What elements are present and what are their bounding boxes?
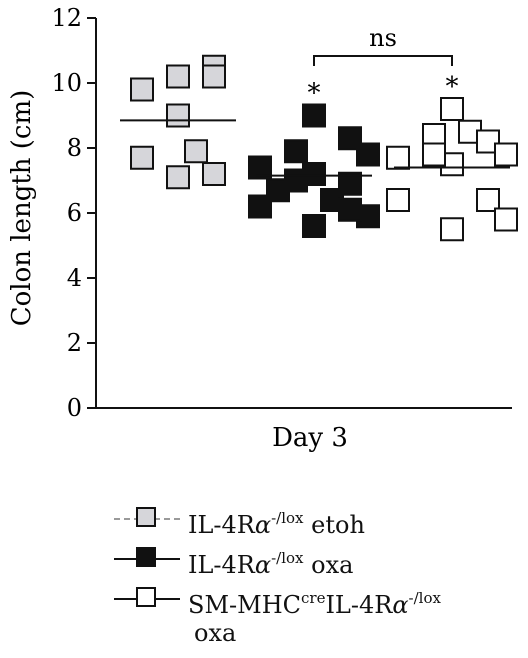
series-1-points [248, 103, 380, 238]
x-axis-label: Day 3 [272, 423, 348, 453]
series-0-points [130, 54, 226, 190]
legend-square-white [136, 587, 156, 607]
data-point [130, 145, 154, 170]
data-point [338, 197, 362, 222]
y-tick-label: 0 [67, 394, 82, 422]
data-point [248, 194, 272, 219]
y-tick-label: 2 [67, 329, 82, 357]
legend-label-etoh: IL-4Rα-/lox etoh [188, 509, 365, 539]
chart: 0 2 4 6 8 10 12 * * ns Colon length (cm) Day 3 [7, 4, 518, 453]
data-point [386, 145, 410, 170]
data-point [440, 217, 464, 242]
data-point [302, 214, 326, 238]
data-point [130, 77, 154, 102]
y-axis-label: Colon length (cm) [7, 90, 37, 327]
legend-symbol-etoh [112, 498, 182, 538]
y-tick-label: 10 [51, 69, 82, 97]
data-point [476, 129, 500, 154]
legend: IL-4Rα-/lox etoh IL-4Rα-/lox oxa SM-MHCc… [112, 498, 522, 648]
y-tick-label: 4 [67, 264, 82, 292]
comparison-label: ns [369, 24, 397, 52]
series-2-points [386, 97, 518, 242]
comparison-bracket [313, 55, 453, 66]
data-point [248, 155, 272, 180]
legend-item-sm-mhc: SM-MHCcreIL-4Rα-/lox [112, 578, 522, 619]
significance-asterisk: * [308, 79, 321, 109]
legend-label-sm-mhc: SM-MHCcreIL-4Rα-/lox [188, 589, 441, 619]
data-point [440, 97, 464, 121]
legend-label-sm-mhc-cont: oxa [194, 619, 237, 647]
data-point [166, 103, 190, 128]
data-point [338, 171, 362, 196]
legend-item-etoh: IL-4Rα-/lox etoh [112, 498, 522, 539]
legend-square-grey [136, 507, 156, 527]
significance-asterisk: * [446, 72, 459, 102]
y-tick-label: 8 [67, 134, 82, 162]
data-point [476, 188, 500, 212]
data-point [494, 207, 518, 232]
data-points [130, 54, 518, 242]
data-point [202, 162, 226, 186]
data-point [302, 103, 326, 128]
y-axis: 0 2 4 6 8 10 12 [51, 4, 97, 422]
data-point [338, 126, 362, 151]
mean-lines [120, 119, 510, 177]
data-point [494, 142, 518, 167]
legend-label-oxa: IL-4Rα-/lox oxa [188, 549, 354, 579]
data-point [386, 188, 410, 212]
data-point [284, 139, 308, 164]
y-tick-label: 6 [67, 199, 82, 227]
data-point [202, 64, 226, 89]
data-point [184, 139, 208, 164]
data-point [422, 142, 446, 167]
data-point [356, 142, 380, 167]
legend-symbol-oxa [112, 538, 182, 578]
annotations: * * ns [308, 24, 459, 109]
data-point [166, 165, 190, 190]
legend-symbol-sm-mhc [112, 578, 182, 618]
data-point [166, 64, 190, 89]
legend-square-black [136, 547, 156, 567]
legend-item-oxa: IL-4Rα-/lox oxa [112, 538, 522, 579]
data-point [284, 168, 308, 193]
y-tick-label: 12 [51, 4, 82, 32]
